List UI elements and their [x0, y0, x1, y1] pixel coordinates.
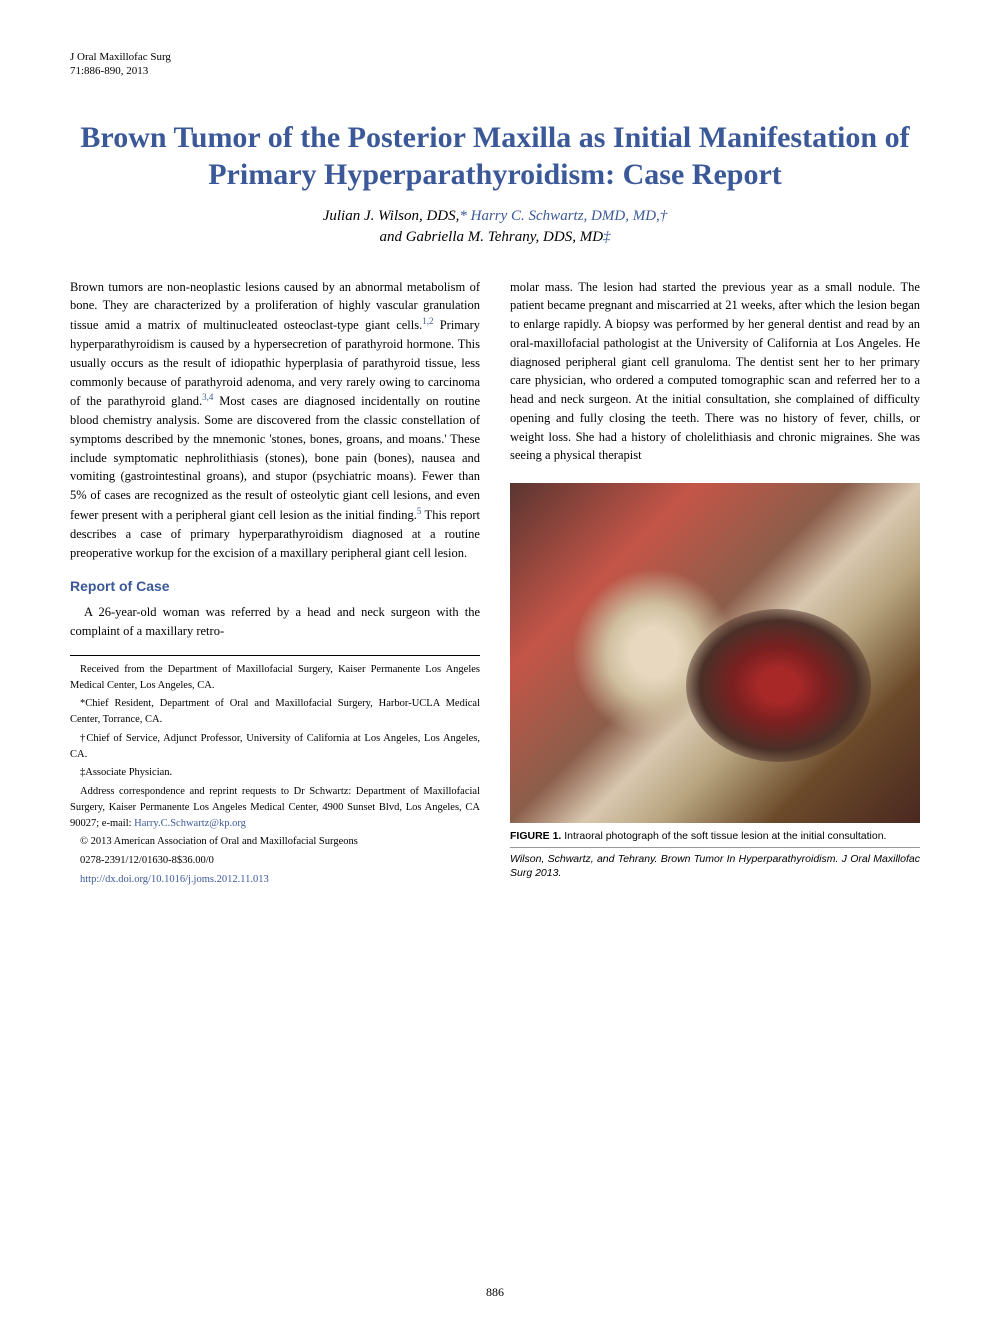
citation-sup-2[interactable]: 3,4: [202, 392, 213, 402]
page-number: 886: [0, 1285, 990, 1300]
affil-received: Received from the Department of Maxillof…: [70, 662, 480, 694]
affil-3: ‡Associate Physician.: [70, 765, 480, 781]
author-affil-link-3[interactable]: ‡: [603, 229, 611, 245]
intro-text-1: Brown tumors are non-neoplastic lesions …: [70, 280, 480, 333]
author-1: Julian J. Wilson, DDS,: [323, 208, 460, 224]
figure-1-label: FIGURE 1.: [510, 830, 561, 842]
affil-correspondence: Address correspondence and reprint reque…: [70, 784, 480, 831]
author-list: Julian J. Wilson, DDS,* Harry C. Schwart…: [70, 206, 920, 248]
citation-sup-1[interactable]: 1,2: [422, 316, 433, 326]
right-paragraph: molar mass. The lesion had started the p…: [510, 278, 920, 466]
email-link[interactable]: Harry.C.Schwartz@kp.org: [134, 818, 246, 829]
journal-name: J Oral Maxillofac Surg: [70, 51, 171, 63]
corr-text: Address correspondence and reprint reque…: [70, 786, 480, 829]
author-affil-link-2[interactable]: †: [660, 208, 668, 224]
affil-2: †Chief of Service, Adjunct Professor, Un…: [70, 731, 480, 763]
journal-reference: J Oral Maxillofac Surg 71:886-890, 2013: [70, 50, 920, 79]
left-column: Brown tumors are non-neoplastic lesions …: [70, 278, 480, 891]
intro-text-3: Most cases are diagnosed incidentally on…: [70, 394, 480, 522]
section-heading-report: Report of Case: [70, 576, 480, 597]
author-3: and Gabriella M. Tehrany, DDS, MD: [379, 229, 603, 245]
article-title: Brown Tumor of the Posterior Maxilla as …: [70, 119, 920, 194]
copyright-line: © 2013 American Association of Oral and …: [70, 834, 480, 850]
case-paragraph: A 26-year-old woman was referred by a he…: [70, 603, 480, 641]
article-code: 0278-2391/12/01630-8$36.00/0: [70, 853, 480, 869]
figure-1-caption: FIGURE 1. Intraoral photograph of the so…: [510, 829, 920, 843]
doi-line: http://dx.doi.org/10.1016/j.joms.2012.11…: [70, 872, 480, 888]
figure-1-image: [510, 483, 920, 823]
doi-link[interactable]: http://dx.doi.org/10.1016/j.joms.2012.11…: [80, 874, 269, 885]
right-column: molar mass. The lesion had started the p…: [510, 278, 920, 891]
affiliations-block: Received from the Department of Maxillof…: [70, 655, 480, 888]
affil-1: *Chief Resident, Department of Oral and …: [70, 696, 480, 728]
figure-1-credit: Wilson, Schwartz, and Tehrany. Brown Tum…: [510, 847, 920, 880]
figure-1-caption-text: Intraoral photograph of the soft tissue …: [561, 830, 886, 842]
intro-paragraph: Brown tumors are non-neoplastic lesions …: [70, 278, 480, 563]
content-columns: Brown tumors are non-neoplastic lesions …: [70, 278, 920, 891]
journal-volume: 71:886-890, 2013: [70, 65, 148, 77]
figure-1: FIGURE 1. Intraoral photograph of the so…: [510, 483, 920, 881]
author-affil-link-1[interactable]: * Harry C. Schwartz, DMD, MD,: [459, 208, 659, 224]
